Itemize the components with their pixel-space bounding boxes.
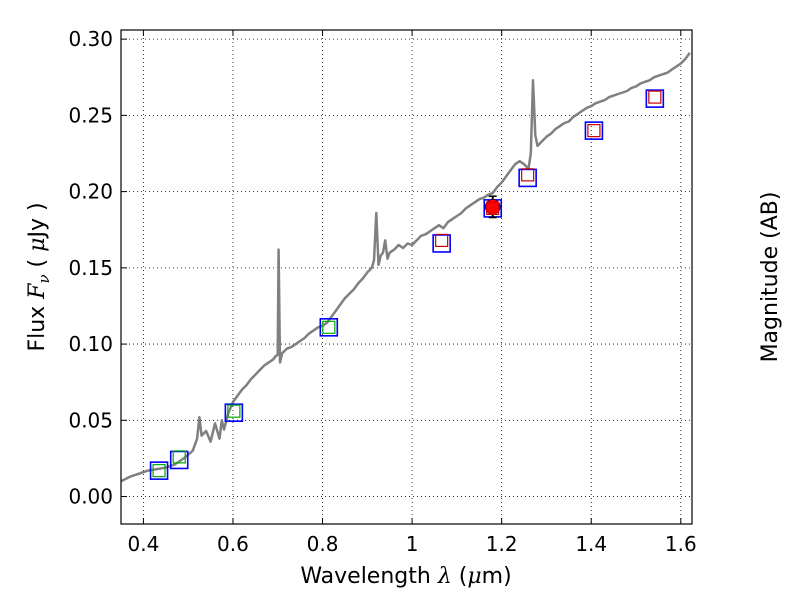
model-square-marker	[648, 90, 662, 104]
marker-layer	[149, 89, 665, 480]
x-tick-label: 0.4	[127, 532, 159, 556]
model-square-marker	[435, 233, 449, 248]
x-tick-label: 1	[406, 532, 419, 556]
y-tick-label: 0.15	[68, 256, 113, 280]
plot-frame	[120, 29, 693, 525]
observed-square-marker	[584, 121, 604, 140]
y-tick-label: 0.30	[68, 27, 113, 51]
model-square-marker	[486, 201, 500, 215]
y-tick-label: 0.20	[68, 180, 113, 204]
model-square-marker	[172, 450, 186, 464]
spectrum-layer	[121, 52, 691, 483]
model-square-marker	[322, 320, 336, 334]
y-tick-label: 0.10	[68, 332, 113, 356]
tick-marks	[121, 30, 682, 524]
x-tick-labels: 0.4 0.6 0.8 1 1.2 1.4 1.6	[127, 532, 696, 556]
model-square-marker	[227, 404, 241, 418]
x-tick-label: 0.6	[217, 532, 249, 556]
spectrum-line	[121, 52, 691, 483]
model-square-marker	[587, 124, 601, 138]
x-axis-label: Wavelength λ (μm)	[300, 564, 511, 589]
x-tick-label: 1.6	[665, 532, 697, 556]
model-square-marker	[521, 168, 535, 182]
y-tick-label: 0.05	[68, 408, 113, 432]
grid-lines	[121, 30, 692, 524]
measured-point-marker	[484, 199, 501, 215]
magnitude-axis-label: Magnitude (AB)	[758, 192, 783, 363]
y-tick-label: 0.25	[68, 103, 113, 127]
model-square-marker	[152, 464, 166, 478]
observed-square-marker	[645, 89, 665, 108]
x-tick-label: 1.2	[486, 532, 518, 556]
x-tick-label: 1.4	[575, 532, 607, 556]
observed-square-marker	[224, 403, 244, 422]
y-tick-label: 0.00	[68, 485, 113, 509]
x-tick-label: 0.8	[307, 532, 339, 556]
observed-square-marker	[149, 461, 169, 480]
observed-square-marker	[319, 318, 339, 337]
y-axis-label: Flux Fν ( μJy )	[25, 202, 53, 351]
y-tick-labels: 0.00 0.05 0.10 0.15 0.20 0.25 0.30	[68, 27, 113, 508]
